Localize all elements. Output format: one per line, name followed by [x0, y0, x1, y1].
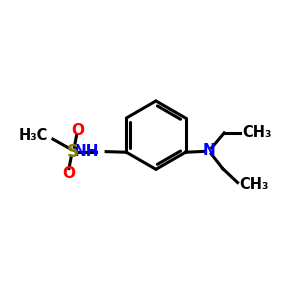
Text: N: N	[203, 143, 216, 158]
Text: O: O	[71, 123, 84, 138]
Text: CH₃: CH₃	[239, 177, 268, 192]
Text: H₃C: H₃C	[19, 128, 48, 143]
Text: S: S	[67, 142, 79, 160]
Text: O: O	[62, 166, 75, 181]
Text: NH: NH	[74, 144, 100, 159]
Text: CH₃: CH₃	[243, 125, 272, 140]
